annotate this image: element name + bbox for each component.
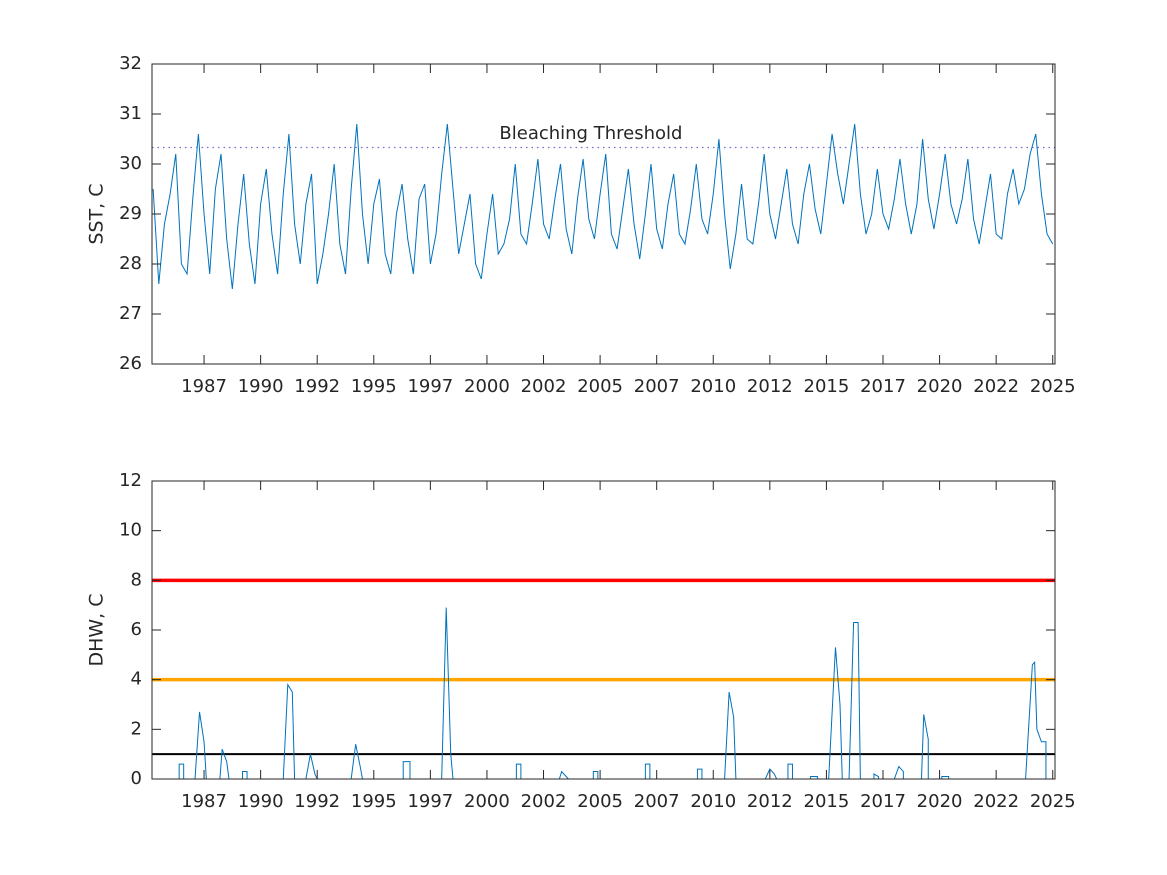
y-tick-label: 31 bbox=[119, 103, 142, 124]
axes-frame bbox=[151, 63, 1056, 365]
x-tick-label: 1987 bbox=[181, 376, 227, 397]
x-tick-label: 2005 bbox=[577, 376, 623, 397]
x-tick-label: 2005 bbox=[577, 791, 623, 812]
x-tick-label: 1997 bbox=[407, 376, 453, 397]
y-tick-label: 6 bbox=[131, 619, 142, 640]
axes-frame bbox=[151, 480, 1056, 780]
axes: 0 2 4 6 8 10 12 1987 1990 1992 1995 1997 2000 2002 200… bbox=[86, 470, 1076, 812]
x-tick-label: 2010 bbox=[690, 376, 736, 397]
y-tick-label: 2 bbox=[131, 718, 142, 739]
x-tick-label: 2007 bbox=[634, 791, 680, 812]
x-tick-label: 1997 bbox=[407, 791, 453, 812]
x-tick-label: 2025 bbox=[1030, 791, 1076, 812]
y-tick-label: 30 bbox=[119, 153, 142, 174]
x-tick-label: 1987 bbox=[181, 791, 227, 812]
x-tick-label: 2002 bbox=[521, 791, 567, 812]
x-tick-label: 2022 bbox=[973, 376, 1019, 397]
x-tick-label: 2022 bbox=[973, 791, 1019, 812]
x-tick-label: 2002 bbox=[521, 376, 567, 397]
x-tick-label: 2025 bbox=[1030, 376, 1076, 397]
y-tick-label: 0 bbox=[131, 768, 142, 789]
x-tick-label: 1995 bbox=[351, 791, 397, 812]
x-tick-label: 2007 bbox=[634, 376, 680, 397]
x-tick-label: 2012 bbox=[747, 376, 793, 397]
x-tick-label: 2000 bbox=[464, 376, 510, 397]
y-tick-label: 29 bbox=[119, 203, 142, 224]
axes: Bleaching Threshold 26 27 28 29 30 31 32 1987 199… bbox=[86, 53, 1076, 397]
y-tick-label: 8 bbox=[131, 569, 142, 590]
y-tick-label: 27 bbox=[119, 303, 142, 324]
x-tick-label: 2015 bbox=[804, 791, 850, 812]
y-tick-label: 26 bbox=[119, 353, 142, 374]
plot-area bbox=[152, 578, 1055, 779]
y-tick-label: 4 bbox=[131, 669, 142, 690]
x-tick-label: 2020 bbox=[917, 791, 963, 812]
y-axis-label: SST, C bbox=[86, 183, 108, 244]
y-tick-label: 32 bbox=[119, 53, 142, 74]
y-axis-label: DHW, C bbox=[86, 593, 108, 666]
annotation: Bleaching Threshold bbox=[499, 123, 682, 144]
data-line bbox=[152, 607, 1053, 779]
x-tick-label: 2010 bbox=[690, 791, 736, 812]
x-tick-label: 1995 bbox=[351, 376, 397, 397]
y-tick-label: 28 bbox=[119, 253, 142, 274]
x-tick-label: 2017 bbox=[860, 376, 906, 397]
x-tick-label: 1990 bbox=[238, 791, 284, 812]
y-tick-label: 12 bbox=[119, 470, 142, 491]
y-tick-label: 10 bbox=[119, 520, 142, 541]
x-tick-label: 1990 bbox=[238, 376, 284, 397]
x-tick-label: 2000 bbox=[464, 791, 510, 812]
x-tick-label: 2017 bbox=[860, 791, 906, 812]
x-tick-label: 2012 bbox=[747, 791, 793, 812]
data-line bbox=[152, 123, 1054, 290]
x-tick-label: 2020 bbox=[917, 376, 963, 397]
x-tick-label: 1992 bbox=[294, 376, 340, 397]
x-tick-label: 2015 bbox=[804, 376, 850, 397]
x-tick-label: 1992 bbox=[294, 791, 340, 812]
plot-area bbox=[152, 123, 1055, 290]
